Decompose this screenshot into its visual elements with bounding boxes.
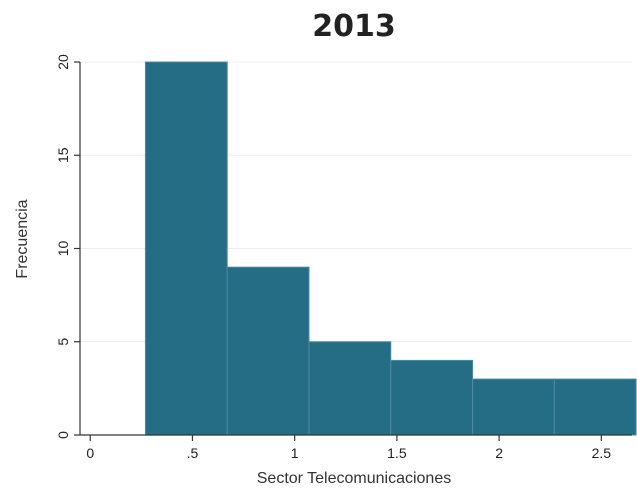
y-tick-label: 5 bbox=[55, 338, 71, 346]
histogram-bar bbox=[308, 341, 392, 436]
x-tick-label: 1 bbox=[291, 445, 299, 461]
x-axis-label: Sector Telecomunicaciones bbox=[257, 470, 451, 487]
x-axis-ticks: 0 .5 1 1.5 2 2.5 bbox=[86, 435, 611, 461]
histogram-bar bbox=[390, 359, 474, 436]
y-tick-label: 0 bbox=[55, 431, 71, 439]
x-tick-label: 2 bbox=[495, 445, 503, 461]
y-tick-label: 20 bbox=[55, 54, 71, 70]
histogram-bar bbox=[226, 266, 310, 436]
chart-title: 2013 bbox=[312, 9, 396, 44]
histogram-bar bbox=[553, 378, 637, 436]
x-tick-label: 1.5 bbox=[387, 445, 407, 461]
x-tick-label: .5 bbox=[187, 445, 199, 461]
x-tick-label: 0 bbox=[86, 445, 94, 461]
y-axis-ticks: 0 5 10 15 20 bbox=[55, 54, 80, 439]
histogram-bar bbox=[144, 61, 228, 436]
y-tick-label: 15 bbox=[55, 147, 71, 163]
histogram-bar bbox=[472, 378, 555, 436]
histogram-bars bbox=[144, 61, 637, 436]
x-tick-label: 2.5 bbox=[592, 445, 612, 461]
y-tick-label: 10 bbox=[55, 241, 71, 257]
y-axis-label: Frecuencia bbox=[14, 199, 31, 278]
